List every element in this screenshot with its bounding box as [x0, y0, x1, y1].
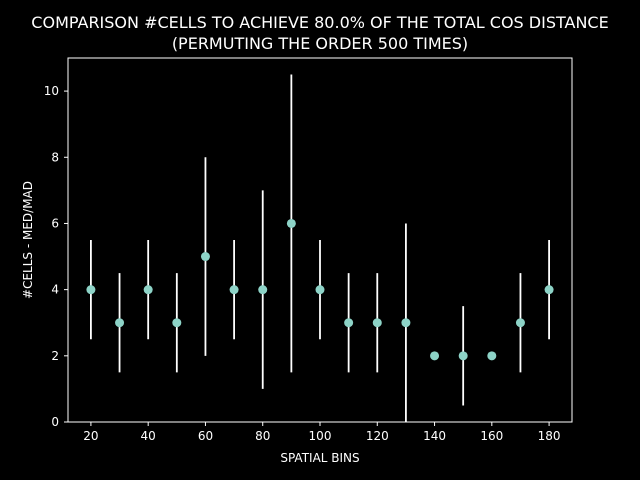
data-point — [544, 285, 554, 295]
y-tick-label: 8 — [51, 150, 59, 164]
y-tick-label: 0 — [51, 415, 59, 429]
y-tick-label: 2 — [51, 349, 59, 363]
data-point — [86, 285, 96, 295]
data-point — [401, 318, 411, 328]
y-tick-label: 6 — [51, 216, 59, 230]
x-tick-label: 140 — [423, 429, 446, 443]
x-tick-label: 120 — [366, 429, 389, 443]
plot-area — [86, 74, 554, 422]
data-point — [458, 351, 468, 361]
data-point — [172, 318, 182, 328]
y-axis-label: #CELLS - MED/MAD — [21, 181, 35, 299]
data-point — [258, 285, 268, 295]
data-point — [115, 318, 125, 328]
x-tick-label: 20 — [83, 429, 98, 443]
x-tick-label: 80 — [255, 429, 270, 443]
y-axis: 0 2 4 6 8 10 — [44, 84, 68, 429]
y-tick-label: 10 — [44, 84, 59, 98]
x-tick-label: 60 — [198, 429, 213, 443]
x-axis-label: SPATIAL BINS — [280, 451, 359, 465]
data-point — [344, 318, 354, 328]
x-tick-label: 100 — [309, 429, 332, 443]
data-point — [372, 318, 382, 328]
y-tick-label: 4 — [51, 283, 59, 297]
data-point — [286, 218, 296, 228]
x-tick-label: 160 — [480, 429, 503, 443]
data-point — [515, 318, 525, 328]
data-point — [143, 285, 153, 295]
x-tick-label: 40 — [141, 429, 156, 443]
data-point — [229, 285, 239, 295]
x-tick-label: 180 — [538, 429, 561, 443]
data-point — [430, 351, 440, 361]
x-axis: 20 40 60 80 100 120 140 160 180 — [83, 422, 561, 443]
chart-title-line2: (PERMUTING THE ORDER 500 TIMES) — [172, 34, 468, 53]
data-point — [487, 351, 497, 361]
data-point — [200, 252, 210, 262]
data-point — [315, 285, 325, 295]
chart-title-line1: COMPARISON #CELLS TO ACHIEVE 80.0% OF TH… — [31, 13, 608, 32]
